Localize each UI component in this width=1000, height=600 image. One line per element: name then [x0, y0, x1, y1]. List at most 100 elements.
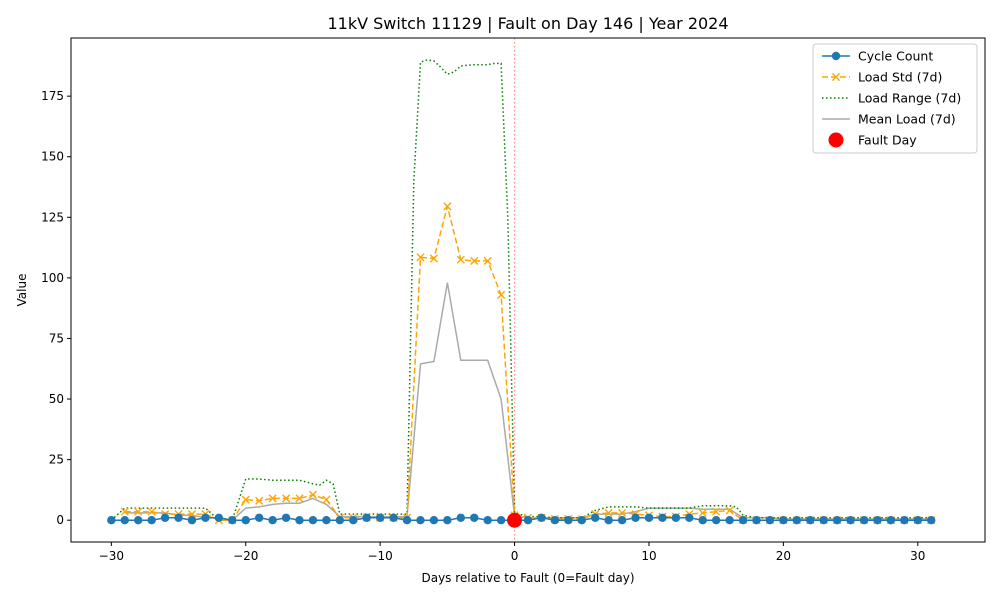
point-load-std-7d — [147, 507, 156, 516]
point-cycle-count — [241, 515, 250, 525]
point-cycle-count — [698, 515, 707, 525]
x-tick-label: −30 — [99, 549, 124, 563]
point-load-std-7d — [617, 508, 627, 518]
point-cycle-count — [644, 513, 654, 522]
legend-marker-cycle-count — [831, 51, 841, 61]
y-tick-label: 75 — [49, 331, 64, 345]
x-tick-label: −20 — [233, 549, 258, 563]
point-cycle-count — [429, 515, 439, 525]
y-tick-label: 100 — [41, 271, 64, 285]
y-tick-label: 150 — [41, 150, 64, 164]
point-cycle-count — [174, 513, 183, 522]
point-load-std-7d — [268, 494, 277, 503]
point-cycle-count — [725, 515, 734, 525]
point-cycle-count — [564, 515, 573, 525]
plot-frame — [70, 37, 986, 543]
point-load-std-7d — [429, 254, 439, 263]
plot-area — [107, 38, 936, 542]
point-cycle-count — [752, 515, 761, 525]
point-cycle-count — [577, 515, 586, 525]
series-line-load-std-7d — [124, 206, 932, 521]
point-cycle-count — [671, 513, 681, 522]
point-cycle-count — [604, 515, 613, 525]
point-load-std-7d — [456, 255, 465, 264]
point-cycle-count — [711, 515, 721, 525]
legend-swatch-fault-day — [828, 132, 844, 148]
point-cycle-count — [160, 513, 170, 522]
series-line-mean-load-7d — [124, 282, 932, 522]
point-cycle-count — [147, 515, 156, 525]
point-cycle-count — [402, 515, 412, 525]
x-tick-label: 10 — [641, 549, 656, 563]
point-load-std-7d — [604, 508, 613, 518]
point-cycle-count — [254, 513, 264, 522]
point-cycle-count — [335, 515, 345, 525]
point-cycle-count — [738, 515, 748, 525]
point-load-std-7d — [255, 496, 264, 505]
point-cycle-count — [456, 513, 465, 522]
point-cycle-count — [134, 515, 143, 525]
point-cycle-count — [389, 513, 398, 522]
x-axis-label: Days relative to Fault (0=Fault day) — [421, 571, 634, 585]
point-cycle-count — [685, 513, 694, 522]
x-tick-label: 0 — [511, 549, 519, 563]
x-tick-label: −10 — [367, 549, 392, 563]
point-load-std-7d — [497, 290, 506, 299]
legend: Cycle Count Load Std (7d) Load Range (7d) M… — [812, 43, 978, 154]
point-load-std-7d — [698, 508, 707, 518]
point-load-std-7d — [187, 510, 197, 519]
point-cycle-count — [631, 513, 640, 522]
point-load-std-7d — [443, 202, 452, 211]
point-cycle-count — [281, 513, 291, 522]
point-cycle-count — [201, 513, 210, 522]
y-axis: 0 25 50 75 100 125 150 175 — [41, 89, 71, 527]
point-cycle-count — [470, 513, 479, 522]
point-load-std-7d — [470, 256, 479, 266]
point-cycle-count — [819, 515, 828, 525]
legend-label-mean-load-7d: Mean Load (7d) — [858, 112, 956, 127]
point-cycle-count — [927, 515, 936, 525]
point-load-std-7d — [725, 506, 734, 515]
point-cycle-count — [523, 515, 533, 525]
point-load-std-7d — [134, 507, 143, 516]
legend-label-load-std-7d: Load Std (7d) — [858, 70, 942, 85]
legend-label-cycle-count: Cycle Count — [858, 49, 933, 64]
point-cycle-count — [375, 513, 385, 522]
point-cycle-count — [658, 513, 667, 522]
y-axis-label: Value — [15, 274, 29, 307]
point-load-std-7d — [120, 507, 129, 516]
point-cycle-count — [120, 515, 129, 525]
legend-box — [812, 43, 978, 154]
point-cycle-count — [832, 515, 842, 525]
point-cycle-count — [873, 515, 882, 525]
point-load-std-7d — [281, 494, 291, 503]
point-cycle-count — [765, 515, 775, 525]
point-load-std-7d — [308, 490, 318, 499]
point-cycle-count — [349, 515, 358, 525]
point-cycle-count — [591, 513, 600, 522]
point-cycle-count — [550, 515, 560, 525]
point-cycle-count — [846, 515, 855, 525]
y-tick-label: 125 — [41, 210, 64, 224]
point-cycle-count — [792, 515, 802, 525]
point-cycle-count — [187, 515, 197, 525]
series-line-load-range-7d — [110, 59, 932, 521]
chart-title: 11kV Switch 11129 | Fault on Day 146 | Y… — [327, 14, 728, 33]
legend-label-load-range-7d: Load Range (7d) — [858, 91, 961, 106]
point-cycle-count — [228, 515, 237, 525]
point-load-std-7d — [483, 256, 492, 266]
point-cycle-count — [537, 513, 546, 522]
y-tick-label: 0 — [56, 513, 64, 527]
point-cycle-count — [886, 515, 896, 525]
point-cycle-count — [295, 515, 304, 525]
point-cycle-count — [214, 513, 224, 522]
point-cycle-count — [416, 515, 425, 525]
point-cycle-count — [913, 515, 922, 525]
y-tick-label: 175 — [41, 89, 64, 103]
point-cycle-count — [268, 515, 277, 525]
y-tick-label: 50 — [49, 392, 64, 406]
point-cycle-count — [322, 515, 331, 525]
point-cycle-count — [496, 515, 506, 525]
point-cycle-count — [308, 515, 318, 525]
